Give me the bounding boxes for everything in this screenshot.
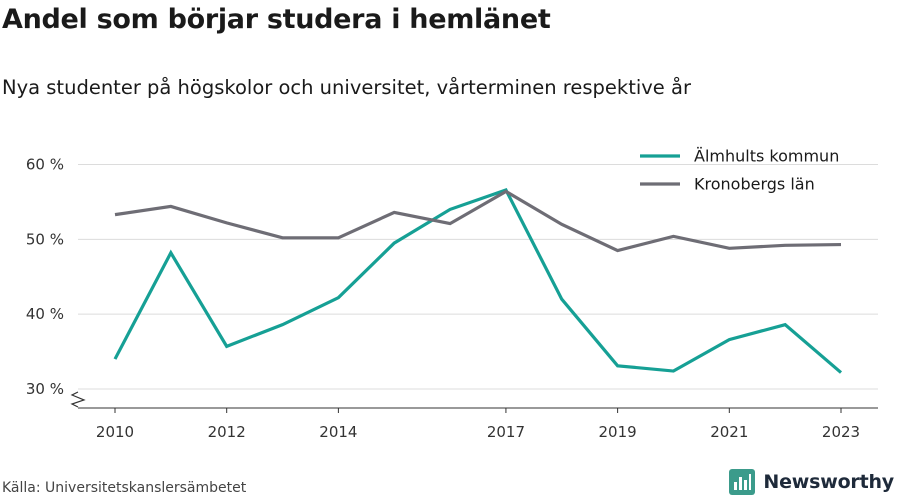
series-lines bbox=[113, 187, 843, 374]
y-tick-label: 40 % bbox=[26, 305, 64, 323]
legend-label: Älmhults kommun bbox=[694, 147, 839, 166]
x-tick-label: 2010 bbox=[96, 423, 134, 441]
y-tick-label: 30 % bbox=[26, 380, 64, 398]
source-note: Källa: Universitetskanslersämbetet bbox=[2, 480, 247, 496]
legend: Älmhults kommun Kronobergs län bbox=[640, 147, 839, 194]
series-line-1 bbox=[114, 189, 842, 253]
series-line-0 bbox=[113, 187, 843, 374]
brand-name: Newsworthy bbox=[763, 471, 894, 493]
line-chart: 30 % 40 % 50 % 60 % 2010 2012 2014 2017 2019 202… bbox=[26, 147, 878, 441]
grid-lines bbox=[78, 164, 878, 390]
chart-title: Andel som börjar studera i hemlänet bbox=[2, 4, 551, 35]
x-tick-label: 2012 bbox=[208, 423, 246, 441]
x-tick-labels: 2010 2012 2014 2017 2019 2021 2023 bbox=[96, 423, 860, 441]
y-tick-labels: 30 % 40 % 50 % 60 % bbox=[26, 156, 64, 399]
y-tick-label: 50 % bbox=[26, 230, 64, 248]
brand-logo: Newsworthy bbox=[729, 469, 894, 495]
y-tick-label: 60 % bbox=[26, 156, 64, 174]
x-tick-label: 2014 bbox=[319, 423, 357, 441]
chart-subtitle: Nya studenter på högskolor och universit… bbox=[2, 76, 691, 99]
x-tick-label: 2021 bbox=[710, 423, 748, 441]
x-tick-label: 2023 bbox=[822, 423, 860, 441]
x-tick-label: 2017 bbox=[487, 423, 525, 441]
newsworthy-logo-icon bbox=[729, 469, 756, 495]
axis-break-mark bbox=[70, 391, 86, 408]
legend-label: Kronobergs län bbox=[694, 175, 815, 194]
x-axis bbox=[70, 391, 878, 413]
x-tick-label: 2019 bbox=[599, 423, 637, 441]
